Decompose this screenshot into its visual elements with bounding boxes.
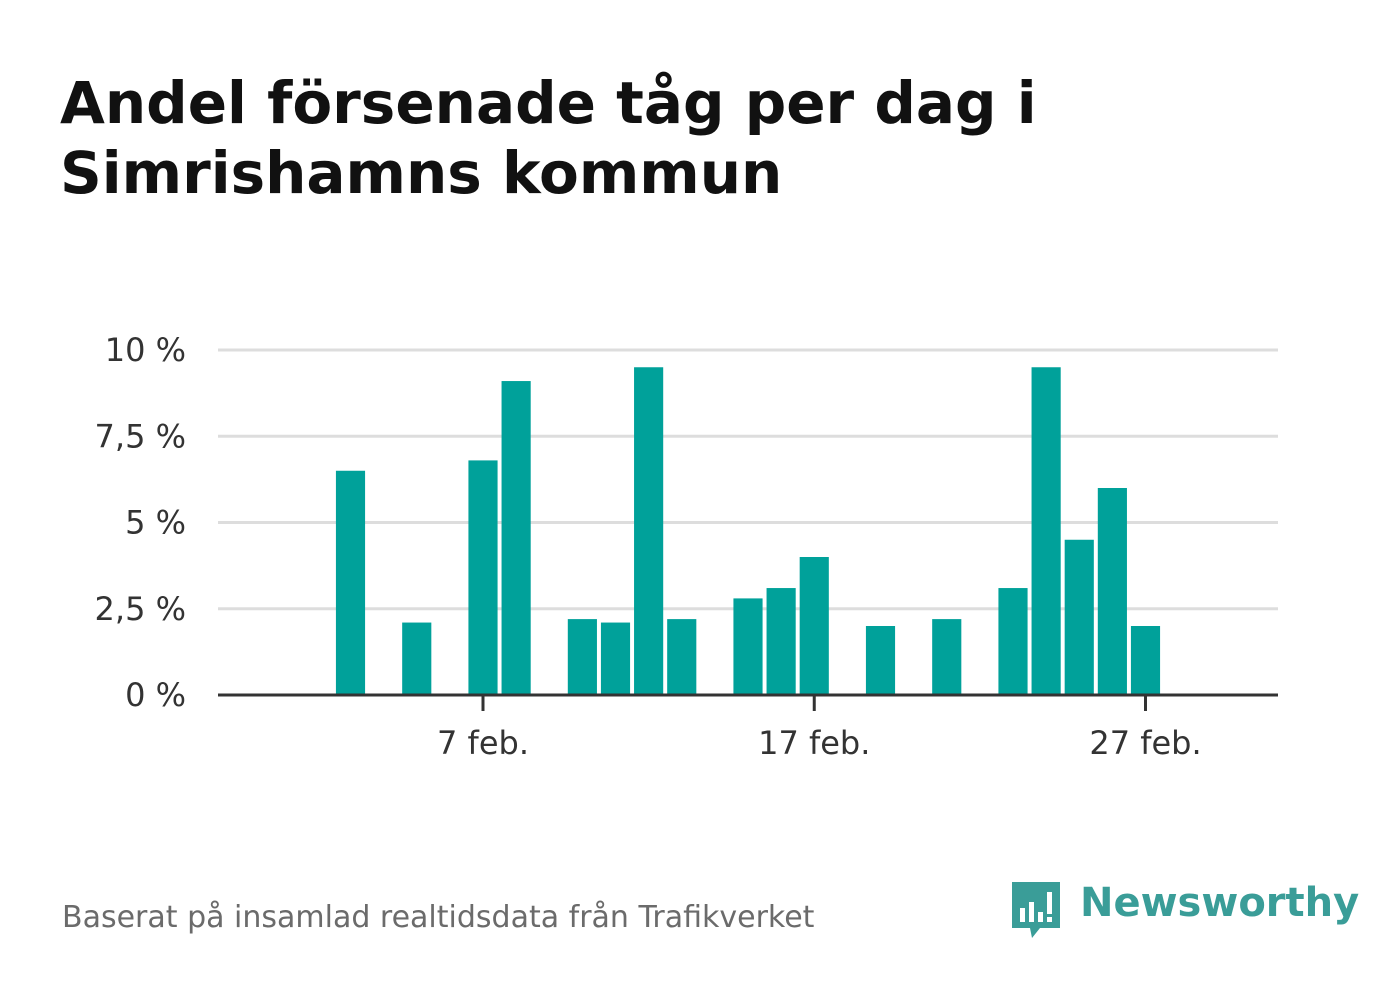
bar-2024-02-26 [1097,488,1127,695]
y-tick-label-1: 2,5 % [95,590,186,628]
bars [335,367,1161,695]
source-note: Baserat på insamlad realtidsdata från Tr… [62,900,815,935]
page-title: Andel försenade tåg per dag i Simrishamn… [60,69,1037,207]
bar-2024-02-19 [865,626,896,695]
bar-2024-02-11 [600,622,631,695]
bar-2024-02-25 [1064,539,1094,695]
x-axis: 7 feb. 17 feb. 27 feb. [218,693,1278,762]
bar-2024-02-05 [402,622,432,695]
bar-2024-02-03 [335,470,366,695]
bar-2024-02-23 [998,588,1028,695]
bar-2024-02-15 [733,598,763,695]
bar-2024-02-12 [634,367,664,695]
y-tick-label-3: 7,5 % [95,417,186,455]
bar-2024-02-24 [1031,367,1061,695]
y-tick-label-4: 10 % [105,331,186,369]
bar-2024-02-27 [1130,626,1161,695]
y-tick-label-0: 0 % [125,676,186,714]
x-tick-label-0: 7 feb. [437,724,529,762]
brand-logo: Newsworthy [1010,878,1359,944]
bar-2024-02-17 [799,557,829,695]
x-tick-label-2: 27 feb. [1089,724,1201,762]
brand-name: Newsworthy [1080,880,1360,926]
bar-2024-02-13 [667,619,697,695]
y-axis-ticks: 0 % 2,5 % 5 % 7,5 % 10 % [95,331,186,714]
bar-2024-02-08 [501,381,531,695]
bar-2024-02-21 [932,619,962,695]
bar-2024-02-10 [567,619,597,695]
bar-chart-speech-bubble-icon [1012,882,1060,938]
bar-2024-02-07 [468,460,498,695]
bar-2024-02-16 [766,588,796,695]
x-tick-label-1: 17 feb. [758,724,870,762]
y-tick-label-2: 5 % [125,504,186,542]
